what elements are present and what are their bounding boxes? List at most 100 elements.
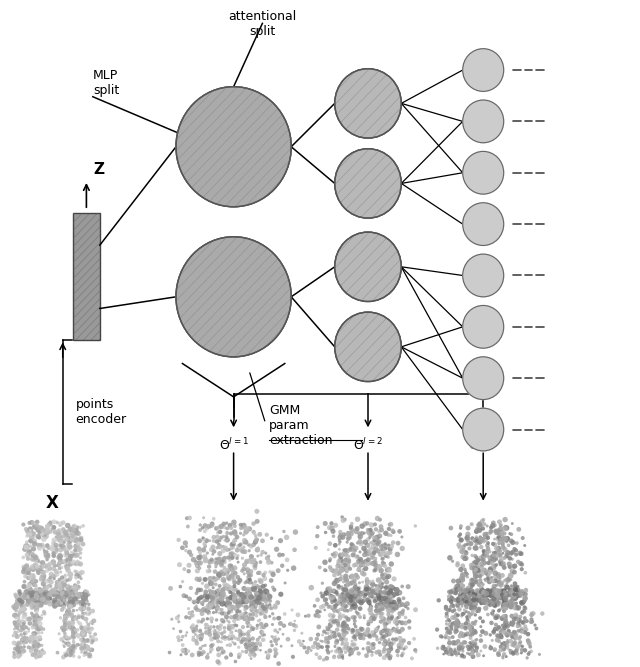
Point — [64, 555, 74, 566]
Point — [60, 615, 70, 626]
Point — [516, 548, 526, 559]
Point — [515, 548, 525, 558]
Point — [347, 518, 357, 529]
Point — [458, 586, 468, 597]
Point — [466, 560, 476, 570]
Point — [385, 641, 395, 652]
Point — [235, 630, 245, 641]
Point — [248, 540, 259, 550]
Point — [519, 606, 529, 616]
Point — [196, 630, 206, 641]
Point — [28, 550, 38, 561]
Point — [36, 648, 47, 659]
Point — [397, 609, 408, 620]
Point — [459, 642, 469, 652]
Point — [500, 640, 511, 651]
Point — [180, 538, 191, 548]
Point — [19, 632, 29, 642]
Point — [56, 593, 66, 604]
Point — [392, 600, 402, 611]
Point — [339, 596, 349, 606]
Point — [259, 590, 269, 601]
Point — [486, 564, 496, 574]
Point — [245, 554, 255, 564]
Point — [362, 650, 372, 661]
Point — [346, 524, 356, 534]
Point — [477, 588, 488, 599]
Point — [10, 590, 20, 600]
Point — [468, 534, 479, 545]
Point — [330, 567, 340, 578]
Point — [457, 650, 467, 660]
Point — [474, 591, 484, 602]
Point — [65, 595, 76, 606]
Point — [52, 569, 62, 580]
Point — [349, 632, 360, 642]
Point — [58, 595, 68, 606]
Point — [257, 630, 268, 640]
Point — [455, 642, 465, 652]
Point — [514, 626, 524, 636]
Point — [229, 603, 239, 614]
Point — [23, 572, 33, 583]
Point — [11, 599, 21, 610]
Point — [12, 623, 22, 634]
Point — [481, 536, 492, 546]
Point — [362, 550, 372, 560]
Point — [63, 640, 74, 650]
Point — [470, 589, 481, 600]
Point — [355, 531, 365, 542]
Point — [503, 625, 513, 636]
Point — [58, 600, 68, 610]
Point — [452, 650, 462, 661]
Point — [342, 580, 353, 590]
Point — [330, 567, 340, 578]
Point — [49, 548, 59, 558]
Point — [337, 599, 348, 610]
Point — [355, 554, 365, 565]
Point — [334, 539, 344, 550]
Point — [332, 587, 342, 598]
Point — [45, 517, 56, 528]
Point — [341, 575, 351, 586]
Point — [384, 646, 394, 657]
Point — [250, 558, 260, 568]
Point — [340, 571, 351, 582]
Point — [33, 596, 44, 606]
Point — [31, 614, 41, 624]
Text: $\Theta^{l=3}$: $\Theta^{l=3}$ — [468, 437, 498, 453]
Point — [361, 588, 371, 599]
Point — [367, 588, 378, 598]
Point — [338, 634, 348, 644]
Point — [13, 626, 23, 637]
Point — [513, 587, 524, 598]
Point — [463, 616, 473, 627]
Point — [35, 586, 45, 596]
Point — [176, 650, 186, 660]
Point — [36, 585, 47, 596]
Point — [279, 620, 289, 631]
Point — [248, 633, 258, 644]
Point — [349, 560, 359, 571]
Point — [380, 593, 390, 604]
Point — [363, 647, 373, 658]
Point — [214, 643, 224, 654]
Point — [260, 593, 271, 604]
Point — [67, 632, 77, 642]
Point — [210, 574, 220, 584]
Point — [470, 562, 481, 573]
Point — [501, 590, 511, 600]
Text: $\mathbf{X}$: $\mathbf{X}$ — [45, 494, 60, 512]
Point — [477, 535, 487, 546]
Point — [387, 613, 397, 624]
Point — [458, 620, 468, 630]
Point — [212, 528, 223, 538]
Point — [35, 597, 45, 608]
Point — [195, 547, 205, 558]
Point — [383, 646, 394, 656]
Point — [60, 527, 70, 538]
Point — [501, 534, 511, 544]
Point — [240, 546, 250, 557]
Point — [227, 549, 237, 560]
Point — [380, 540, 390, 551]
